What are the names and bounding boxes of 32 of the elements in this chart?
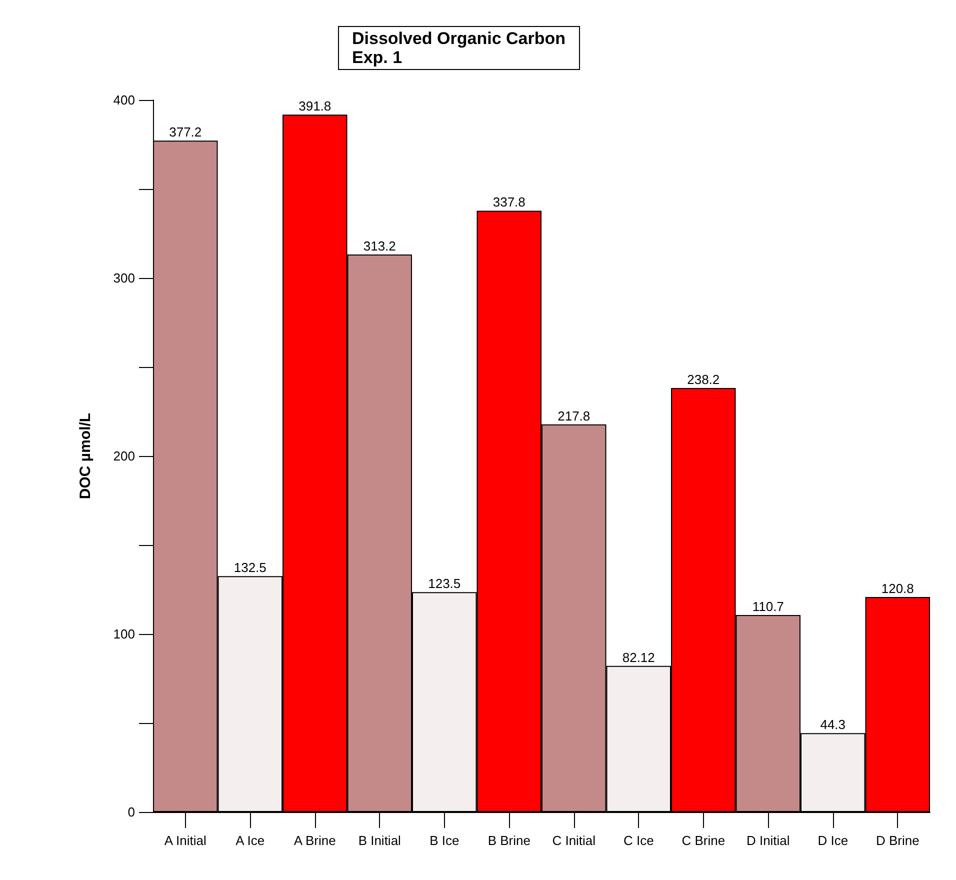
x-tick-label: B Brine: [488, 833, 530, 848]
data-label: 123.5: [428, 576, 461, 592]
data-label: 238.2: [687, 372, 720, 388]
y-tick-label: 0: [128, 804, 135, 820]
x-tick-label: C Initial: [552, 833, 596, 848]
x-tick-label: D Initial: [746, 833, 790, 848]
data-label: 313.2: [363, 238, 396, 254]
x-tick-label: C Brine: [682, 833, 726, 848]
x-tick-label: A Ice: [236, 833, 265, 848]
x-tick-label: D Brine: [876, 833, 920, 848]
chart-subtitle: Exp. 1: [352, 48, 402, 67]
x-tick-label: C Ice: [623, 833, 654, 848]
y-tick-label: 300: [113, 270, 135, 286]
data-label: 217.8: [558, 408, 590, 424]
data-label: 377.2: [169, 124, 202, 140]
y-tick-label: 200: [113, 448, 135, 464]
y-tick-label: 100: [113, 626, 135, 642]
data-label: 120.8: [881, 580, 914, 596]
data-label: 337.8: [492, 194, 526, 210]
data-label: 132.5: [234, 560, 266, 576]
x-tick-label: B Ice: [430, 833, 460, 848]
data-label: 44.3: [820, 717, 846, 732]
data-label: 82.12: [622, 650, 655, 665]
chart-title: Dissolved Organic Carbon: [352, 29, 566, 48]
y-tick-label: 400: [113, 92, 135, 108]
x-tick-label: B Initial: [358, 833, 402, 848]
y-axis-title: DOC µmol/L: [77, 412, 94, 500]
data-label: 391.8: [298, 98, 332, 114]
x-tick-label: D Ice: [818, 833, 848, 848]
x-tick-label: A Initial: [164, 833, 206, 848]
data-label: 110.7: [752, 598, 784, 614]
x-tick-label: A Brine: [294, 833, 336, 848]
